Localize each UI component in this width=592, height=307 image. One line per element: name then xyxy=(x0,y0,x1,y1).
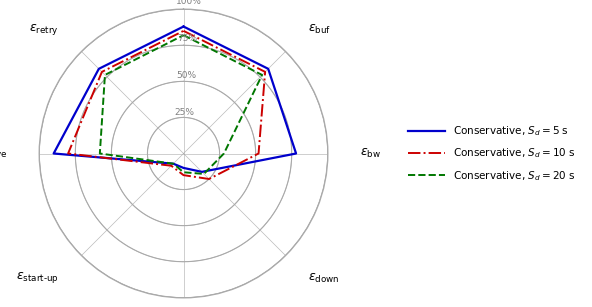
Text: 25%: 25% xyxy=(175,108,195,117)
Text: $\varepsilon_{\mathrm{buf}}$: $\varepsilon_{\mathrm{buf}}$ xyxy=(308,22,331,36)
Text: 100%: 100% xyxy=(176,0,202,6)
Text: $\varepsilon_{\mathrm{start\text{-}up}}$: $\varepsilon_{\mathrm{start\text{-}up}}$ xyxy=(16,270,59,286)
Text: $\varepsilon_{\mathrm{bw}}$: $\varepsilon_{\mathrm{bw}}$ xyxy=(359,147,381,160)
Text: 75%: 75% xyxy=(178,34,198,43)
Text: $\varepsilon_{\mathrm{retry}}$: $\varepsilon_{\mathrm{retry}}$ xyxy=(30,21,59,37)
Legend: Conservative, $S_d = 5$ s, Conservative, $S_d = 10$ s, Conservative, $S_d = 20$ : Conservative, $S_d = 5$ s, Conservative,… xyxy=(403,119,581,188)
Text: $\varepsilon_{\mathrm{down}}$: $\varepsilon_{\mathrm{down}}$ xyxy=(308,271,340,285)
Text: $\varepsilon_{\mathrm{active}}$: $\varepsilon_{\mathrm{active}}$ xyxy=(0,147,8,160)
Text: 50%: 50% xyxy=(176,71,196,80)
